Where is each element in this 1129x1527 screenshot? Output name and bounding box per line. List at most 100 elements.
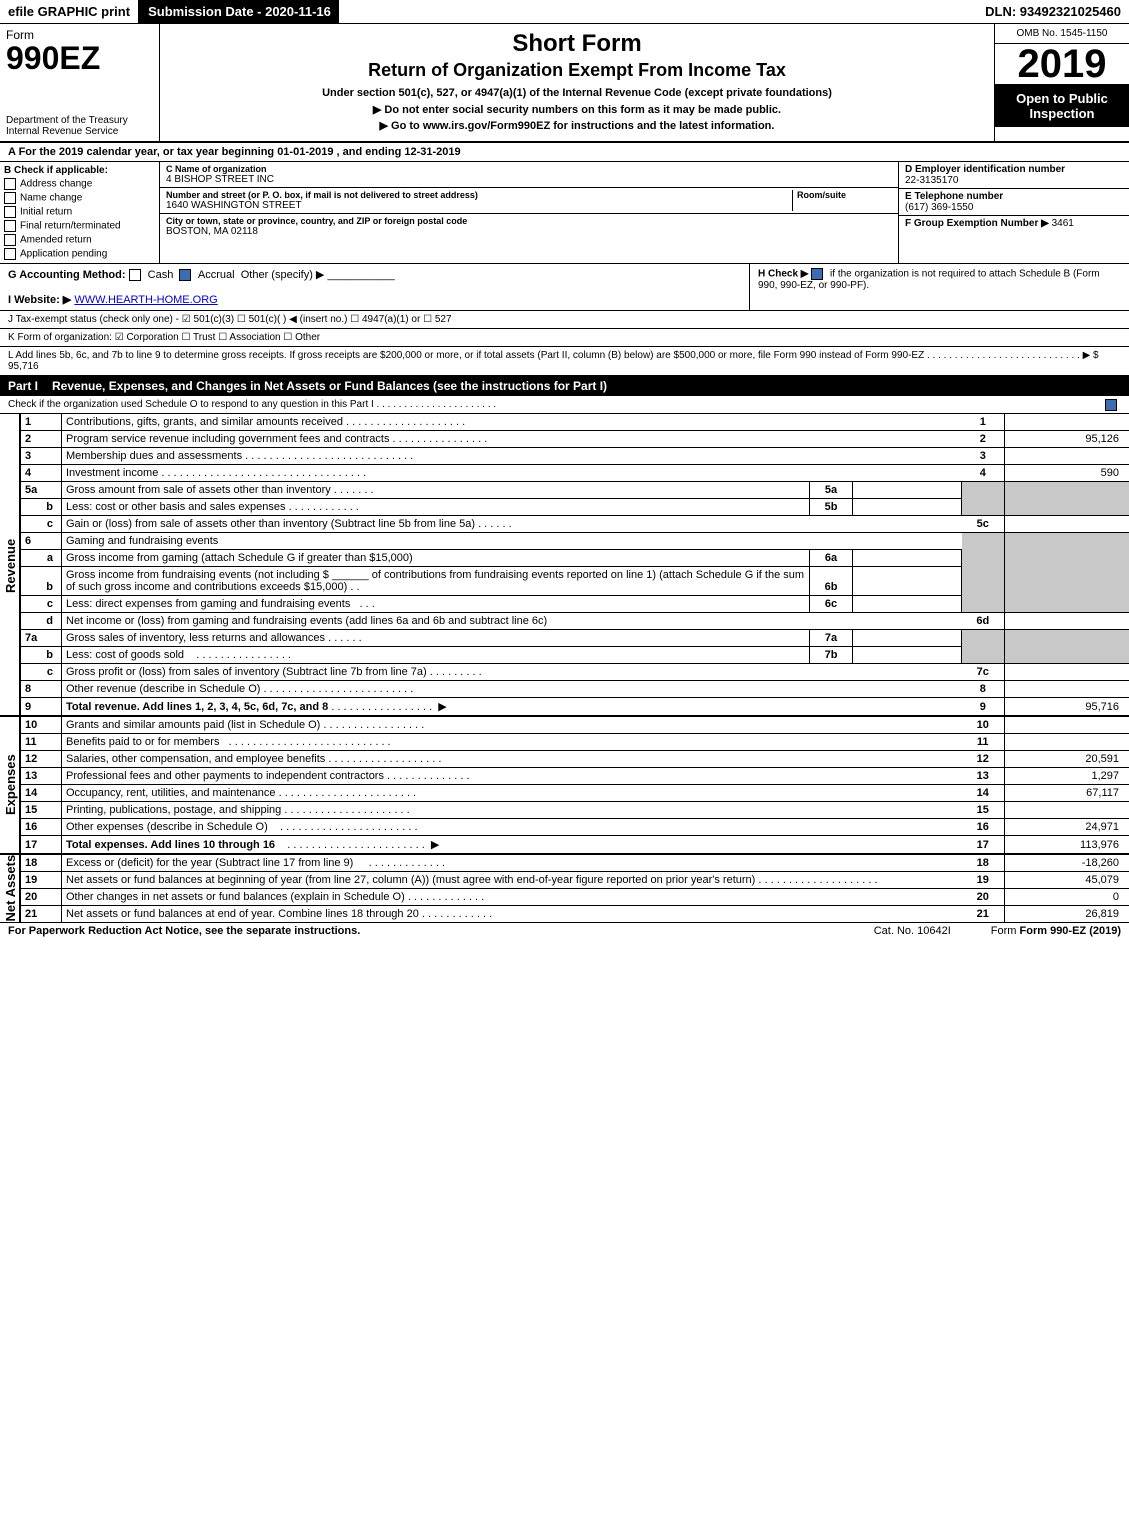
line-2-amount: 95,126 — [1005, 431, 1129, 448]
main-title: Return of Organization Exempt From Incom… — [166, 60, 988, 81]
line-6b-desc1: Gross income from fundraising events (no… — [66, 569, 329, 581]
line-5c-boxno: 5c — [962, 516, 1005, 533]
cb-cash[interactable] — [129, 269, 141, 281]
line-6c-desc: Less: direct expenses from gaming and fu… — [66, 598, 350, 610]
cb-amended-label: Amended return — [20, 235, 92, 246]
revenue-side-label: Revenue — [0, 414, 20, 716]
line-19-num: 19 — [20, 872, 62, 889]
accrual-label: Accrual — [198, 269, 235, 281]
line-6d-num: d — [20, 613, 62, 630]
line-13-amount: 1,297 — [1005, 768, 1129, 785]
line-19-boxno: 19 — [962, 872, 1005, 889]
cb-address-change[interactable]: Address change — [4, 177, 155, 191]
line-7b-num: b — [20, 647, 62, 664]
cb-initial-return[interactable]: Initial return — [4, 205, 155, 219]
h-label: H Check ▶ — [758, 269, 808, 280]
cb-initial-label: Initial return — [20, 207, 72, 218]
line-17-amount: 113,976 — [1005, 836, 1129, 855]
other-label: Other (specify) ▶ — [241, 269, 325, 281]
line-19-desc: Net assets or fund balances at beginning… — [66, 874, 755, 886]
line-17-boxno: 17 — [962, 836, 1005, 855]
tax-year: 2019 — [995, 44, 1129, 85]
pra-notice: For Paperwork Reduction Act Notice, see … — [8, 925, 360, 937]
grey-6abc — [962, 533, 1005, 613]
line-15-num: 15 — [20, 802, 62, 819]
efile-label: efile GRAPHIC print — [0, 0, 140, 23]
cb-accrual[interactable] — [179, 269, 191, 281]
cb-final-return[interactable]: Final return/terminated — [4, 219, 155, 233]
room-label: Room/suite — [797, 190, 892, 200]
line-6-desc: Gaming and fundraising events — [62, 533, 962, 550]
grey-5ab — [962, 482, 1005, 516]
line-7a-num: 7a — [20, 630, 62, 647]
line-3-num: 3 — [20, 448, 62, 465]
line-13-desc: Professional fees and other payments to … — [66, 770, 384, 782]
line-10-amount — [1005, 716, 1129, 734]
line-8-desc: Other revenue (describe in Schedule O) — [66, 683, 260, 695]
line-11-boxno: 11 — [962, 734, 1005, 751]
cb-amended[interactable]: Amended return — [4, 233, 155, 247]
line-5c-num: c — [20, 516, 62, 533]
cb-name-change[interactable]: Name change — [4, 191, 155, 205]
cat-no: Cat. No. 10642I — [874, 925, 951, 937]
cb-schedule-o[interactable] — [1105, 399, 1117, 411]
line-14-num: 14 — [20, 785, 62, 802]
line-6a-num: a — [20, 550, 62, 567]
header-center: Short Form Return of Organization Exempt… — [160, 24, 994, 141]
org-name-label: C Name of organization — [166, 164, 892, 174]
line-6d-amount — [1005, 613, 1129, 630]
line-10-num: 10 — [20, 716, 62, 734]
line-9-num: 9 — [20, 698, 62, 717]
cb-application[interactable]: Application pending — [4, 247, 155, 261]
line-12-boxno: 12 — [962, 751, 1005, 768]
part-1-label: Part I — [8, 379, 38, 393]
line-5c-amount — [1005, 516, 1129, 533]
form-header: Form 990EZ Department of the Treasury In… — [0, 24, 1129, 143]
line-6d-boxno: 6d — [962, 613, 1005, 630]
line-l: L Add lines 5b, 6c, and 7b to line 9 to … — [0, 347, 1129, 376]
cb-application-label: Application pending — [20, 249, 107, 260]
line-1-boxno: 1 — [962, 414, 1005, 431]
line-11-desc: Benefits paid to or for members — [66, 736, 219, 748]
row-gh: G Accounting Method: Cash Accrual Other … — [0, 264, 1129, 311]
website-label: I Website: ▶ — [8, 294, 71, 306]
line-5b-boxno: 5b — [810, 499, 853, 516]
grey-6abc-amt — [1005, 533, 1129, 613]
line-18-num: 18 — [20, 854, 62, 872]
cash-label: Cash — [148, 269, 174, 281]
line-2-boxno: 2 — [962, 431, 1005, 448]
line-21-amount: 26,819 — [1005, 906, 1129, 923]
line-20-boxno: 20 — [962, 889, 1005, 906]
line-7a-desc: Gross sales of inventory, less returns a… — [66, 632, 325, 644]
line-19-amount: 45,079 — [1005, 872, 1129, 889]
line-1-num: 1 — [20, 414, 62, 431]
netassets-side-label: Net Assets — [0, 854, 20, 923]
line-4-boxno: 4 — [962, 465, 1005, 482]
ein-label: D Employer identification number — [905, 164, 1123, 175]
form-footer-text: Form 990-EZ (2019) — [1020, 925, 1121, 937]
grey-7ab — [962, 630, 1005, 664]
box-def: D Employer identification number 22-3135… — [899, 162, 1129, 263]
dept-treasury: Department of the Treasury Internal Reve… — [6, 115, 153, 137]
website-link[interactable]: WWW.HEARTH-HOME.ORG — [74, 294, 217, 306]
line-6b-desc: Gross income from fundraising events (no… — [62, 567, 810, 596]
line-5c-desc: Gain or (loss) from sale of assets other… — [66, 518, 475, 530]
goto-link[interactable]: ▶ Go to www.irs.gov/Form990EZ for instru… — [166, 119, 988, 132]
line-5b-desc: Less: cost or other basis and sales expe… — [66, 501, 286, 513]
line-7c-amount — [1005, 664, 1129, 681]
irs-label: Internal Revenue Service — [6, 126, 118, 137]
part-1-header: Part I Revenue, Expenses, and Changes in… — [0, 376, 1129, 396]
line-2-num: 2 — [20, 431, 62, 448]
line-6d-desc: Net income or (loss) from gaming and fun… — [62, 613, 962, 630]
cb-schedule-b[interactable] — [811, 268, 823, 280]
line-6c-boxno: 6c — [810, 596, 853, 613]
line-15-boxno: 15 — [962, 802, 1005, 819]
line-2-desc: Program service revenue including govern… — [66, 433, 389, 445]
short-form-title: Short Form — [166, 30, 988, 58]
line-7c-num: c — [20, 664, 62, 681]
line-6a-boxno: 6a — [810, 550, 853, 567]
part-1-table: Revenue 1 Contributions, gifts, grants, … — [0, 414, 1129, 923]
line-14-desc: Occupancy, rent, utilities, and maintena… — [66, 787, 276, 799]
form-number: 990EZ — [6, 42, 153, 74]
line-16-num: 16 — [20, 819, 62, 836]
